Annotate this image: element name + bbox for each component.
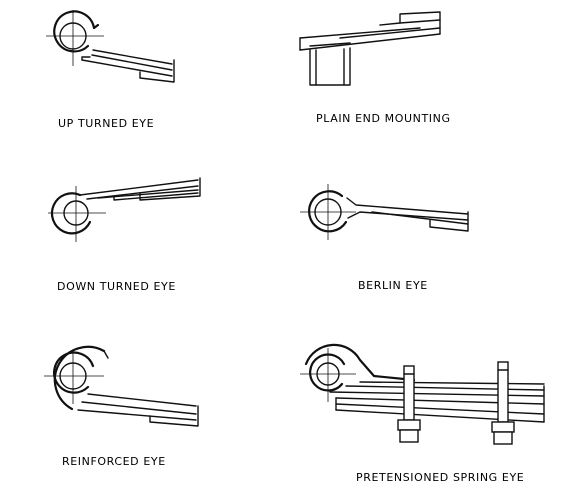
reinforced-eye-figure <box>44 345 199 427</box>
plain-end-mounting-figure <box>299 11 441 86</box>
down-turned-eye-figure <box>48 177 201 242</box>
berlin-eye-figure <box>300 184 469 240</box>
caption-up-turned-eye: UP TURNED EYE <box>58 117 155 130</box>
caption-down-turned-eye: DOWN TURNED EYE <box>57 280 176 293</box>
pretensioned-spring-eye-figure <box>300 343 545 445</box>
caption-pretensioned-spring-eye: PRETENSIONED SPRING EYE <box>356 471 525 484</box>
caption-plain-end-mounting: PLAIN END MOUNTING <box>316 112 451 125</box>
up-turned-eye-figure <box>46 10 175 83</box>
caption-reinforced-eye: REINFORCED EYE <box>62 455 166 468</box>
caption-berlin-eye: BERLIN EYE <box>358 279 428 292</box>
